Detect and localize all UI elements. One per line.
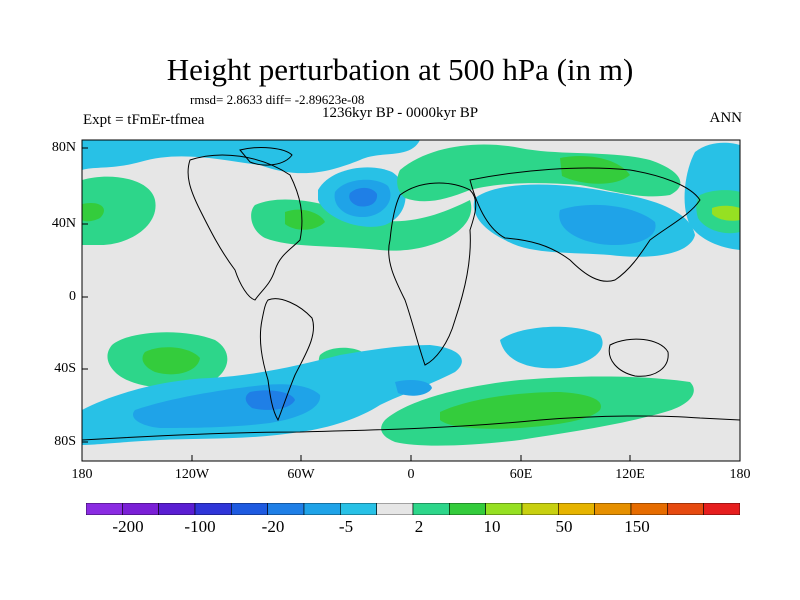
contour-asia-blue-core [559,204,656,246]
contour-atlantic-low-core [349,187,378,207]
lat-tick-80s: 80S [54,434,76,449]
colorbar-swatch [412,503,450,515]
lat-tick-0: 0 [69,289,76,304]
lon-tick-120w: 120W [174,467,210,482]
lon-tick-0: 0 [407,467,415,482]
lon-tick-60e: 60E [509,467,533,482]
colorbar [86,503,740,515]
period-label: 1236kyr BP - 0000kyr BP [322,105,479,121]
lat-tick-40s: 40S [54,361,76,376]
contour-southern-blue-core [245,390,295,410]
lat-tick-80n: 80N [51,140,76,155]
season-label: ANN [709,110,743,126]
colorbar-label-2: 2 [414,517,424,536]
contour-indian-blue [500,326,603,369]
colorbar-swatch [303,503,341,515]
contour-southern-blue-small [395,380,432,396]
lon-tick-120e: 120E [615,467,645,482]
colorbar-label-10: 10 [483,517,501,536]
colorbar-label-neg200: -200 [112,517,144,536]
contour-southern-green-core [440,392,601,429]
colorbar-swatch [231,503,268,515]
colorbar-swatch [594,503,632,515]
map-title: Height perturbation at 500 hPa (in m) [166,52,634,87]
contour-n-america-core [285,209,325,230]
colorbar-swatch [630,503,668,515]
colorbar-swatch [667,503,704,515]
lon-tick-180e: 180 [729,467,751,482]
contour-europe-core [560,155,630,184]
axis-ticks [81,147,741,461]
lon-tick-60w: 60W [287,467,315,482]
colorbar-label-neg100: -100 [184,517,216,536]
experiment-label: Expt = tFmEr-tfmea [83,112,205,128]
colorbar-swatch [449,503,486,515]
colorbar-label-150: 150 [624,517,650,536]
colorbar-swatch [267,503,305,515]
coastlines [82,147,740,441]
contour-arctic-blue-west [82,140,420,174]
contour-n-pacific-east-core [712,205,740,221]
colorbar-swatch [558,503,595,515]
lat-tick-40n: 40N [51,216,76,231]
colorbar-swatch [194,503,232,515]
colorbar-swatch [340,503,377,515]
colorbar-swatch [122,503,159,515]
lon-tick-180w: 180 [71,467,93,482]
stats-text: rmsd= 2.8633 diff= -2.89623e-08 [190,92,365,107]
contour-n-pacific-west [82,176,156,245]
colorbar-label-50: 50 [555,517,573,536]
contour-n-pacific-west-core [82,202,104,222]
colorbar-swatch [485,503,523,515]
contour-s-pacific-core [142,347,200,375]
contour-europe-green [397,144,681,202]
colorbar-label-neg20: -20 [261,517,285,536]
colorbar-swatch [376,503,414,515]
colorbar-label-neg5: -5 [338,517,354,536]
colorbar-swatch [521,503,559,515]
colorbar-swatch [158,503,196,515]
colorbar-swatch [703,503,740,515]
colorbar-swatch [86,503,123,515]
